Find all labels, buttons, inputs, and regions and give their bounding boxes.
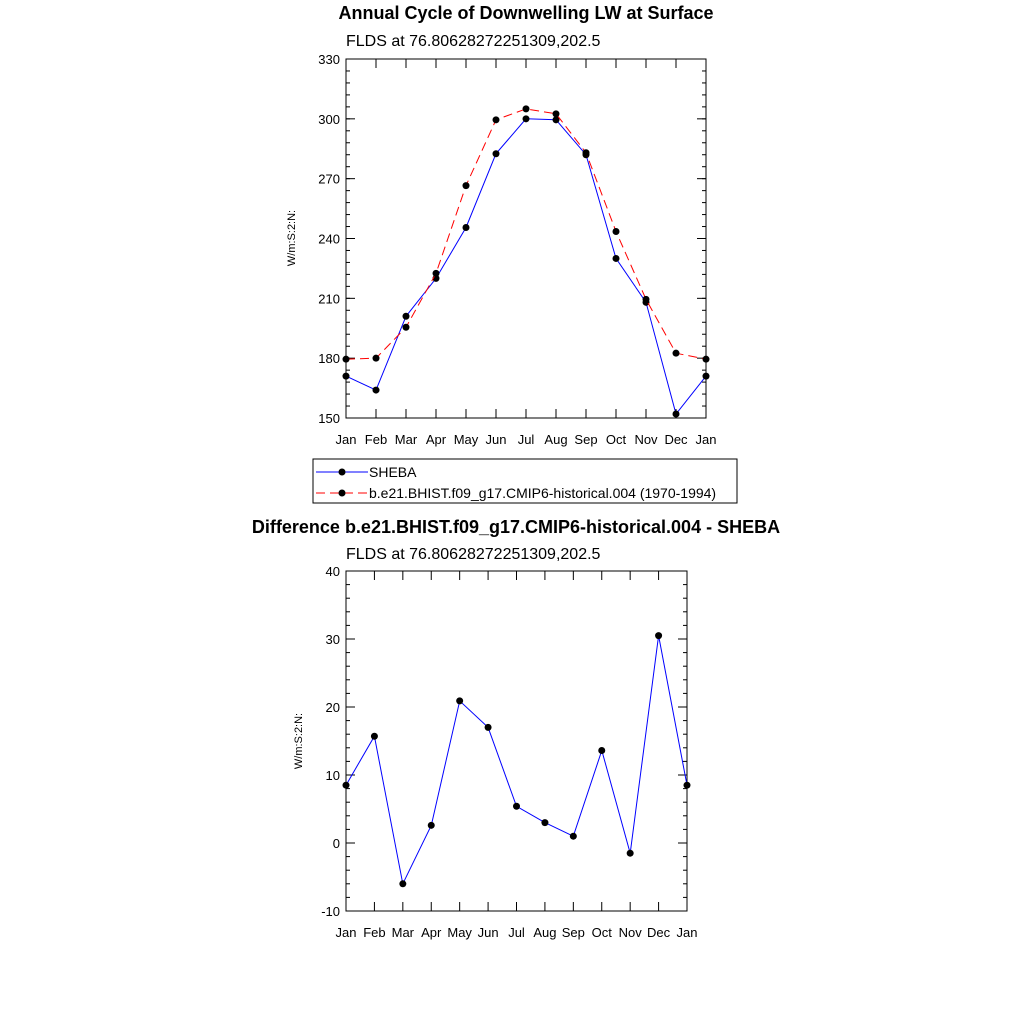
data-point [672, 349, 680, 357]
data-point [612, 228, 620, 236]
data-point [672, 410, 680, 418]
data-point [342, 355, 350, 363]
data-point [541, 819, 549, 827]
data-point [655, 632, 663, 640]
y-tick-label: 0 [333, 836, 340, 851]
x-tick-label: Mar [392, 925, 415, 940]
data-point [702, 355, 710, 363]
x-tick-label: Aug [544, 432, 567, 447]
x-tick-label: Nov [634, 432, 658, 447]
data-point [432, 269, 440, 277]
legend-marker-sheba [338, 468, 346, 476]
data-point [342, 781, 350, 789]
plot-area: 150 180 210 240 270 300 330 Jan Feb Mar Apr May Jun J… [318, 52, 716, 447]
x-tick-label: May [447, 925, 472, 940]
x-tick-label: Jul [508, 925, 525, 940]
data-point [402, 323, 410, 331]
y-tick-label: 240 [318, 232, 340, 247]
y-tick-label: 270 [318, 172, 340, 187]
data-point [484, 723, 492, 731]
chart-subtitle: FLDS at 76.80628272251309,202.5 [346, 546, 601, 563]
x-tick-label: Dec [647, 925, 671, 940]
y-axis-label: W/m:S:2:N: [286, 210, 298, 266]
x-tick-label: Apr [426, 432, 447, 447]
x-tick-label: Jul [518, 432, 535, 447]
y-tick-label: 180 [318, 351, 340, 366]
chart-subtitle: FLDS at 76.80628272251309,202.5 [346, 33, 601, 50]
data-point [462, 224, 470, 232]
x-tick-label: Nov [619, 925, 643, 940]
annual-cycle-panel: Annual Cycle of Downwelling LW at Surfac… [286, 3, 738, 504]
data-point [598, 747, 606, 755]
x-tick-label: May [454, 432, 479, 447]
data-point [702, 372, 710, 380]
y-tick-label: 10 [326, 768, 340, 783]
y-tick-label: -10 [321, 904, 340, 919]
data-point [612, 254, 620, 262]
series-line [345, 118, 707, 416]
x-tick-label: Feb [365, 432, 387, 447]
x-tick-label: Jun [486, 432, 507, 447]
x-tick-label: Oct [592, 925, 613, 940]
x-tick-label: Apr [421, 925, 442, 940]
data-point [552, 110, 560, 118]
data-point [626, 849, 634, 857]
data-point [522, 105, 530, 113]
plot-frame [345, 58, 707, 419]
data-point [370, 732, 378, 740]
data-point [372, 354, 380, 362]
x-tick-label: Oct [606, 432, 627, 447]
y-tick-label: 20 [326, 700, 340, 715]
y-tick-label: 300 [318, 112, 340, 127]
y-tick-label: 330 [318, 52, 340, 67]
x-tick-label: Mar [395, 432, 418, 447]
data-point [372, 386, 380, 394]
plot-area: -10 0 10 20 30 40 Jan Feb Mar Apr May Jun Jul Aug Sep O… [321, 564, 697, 940]
legend: SHEBA b.e21.BHIST.f09_g17.CMIP6-historic… [312, 458, 738, 504]
y-tick-label: 30 [326, 632, 340, 647]
x-tick-label: Dec [664, 432, 688, 447]
legend-marker-model [338, 489, 346, 497]
chart-title: Difference b.e21.BHIST.f09_g17.CMIP6-his… [252, 517, 780, 537]
y-tick-label: 150 [318, 411, 340, 426]
x-tick-label: Sep [574, 432, 597, 447]
y-tick-label: 40 [326, 564, 340, 579]
chart-title: Annual Cycle of Downwelling LW at Surfac… [338, 3, 713, 23]
x-tick-label: Jan [336, 925, 357, 940]
data-point [456, 697, 464, 705]
legend-label-model: b.e21.BHIST.f09_g17.CMIP6-historical.004… [369, 485, 716, 501]
data-point [569, 832, 577, 840]
x-tick-label: Jan [677, 925, 698, 940]
data-point [402, 312, 410, 320]
series-line [345, 635, 688, 886]
y-tick-label: 210 [318, 291, 340, 306]
data-point [552, 116, 560, 124]
data-point [513, 802, 520, 810]
x-tick-label: Feb [363, 925, 385, 940]
legend-label-sheba: SHEBA [369, 464, 417, 480]
data-point [683, 781, 691, 789]
data-point [462, 182, 470, 190]
plot-frame [345, 570, 688, 912]
x-tick-label: Jan [336, 432, 357, 447]
difference-panel: Difference b.e21.BHIST.f09_g17.CMIP6-his… [252, 517, 780, 940]
data-point [642, 295, 650, 303]
data-point [492, 150, 500, 158]
legend-box [312, 458, 738, 504]
data-point [342, 372, 350, 380]
x-tick-label: Jun [478, 925, 499, 940]
series-line [345, 108, 707, 360]
data-point [399, 880, 407, 888]
x-tick-label: Jan [696, 432, 717, 447]
data-point [522, 115, 530, 123]
data-point [427, 821, 435, 829]
x-tick-label: Sep [562, 925, 585, 940]
y-axis-label: W/m:S:2:N: [293, 713, 305, 769]
data-point [492, 116, 500, 124]
x-tick-label: Aug [533, 925, 556, 940]
data-point [582, 149, 590, 157]
